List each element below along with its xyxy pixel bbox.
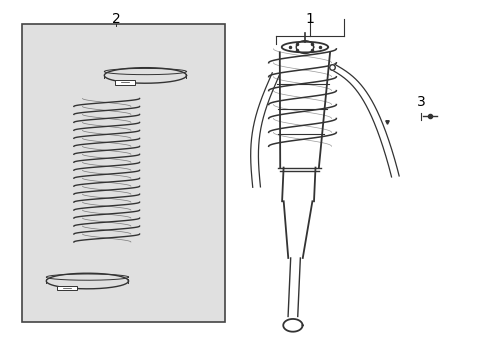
Bar <box>57 286 77 291</box>
Text: 3: 3 <box>416 95 425 109</box>
Text: 1: 1 <box>305 12 314 26</box>
Bar <box>114 80 135 85</box>
Bar <box>22 24 224 322</box>
Text: 2: 2 <box>112 12 121 26</box>
